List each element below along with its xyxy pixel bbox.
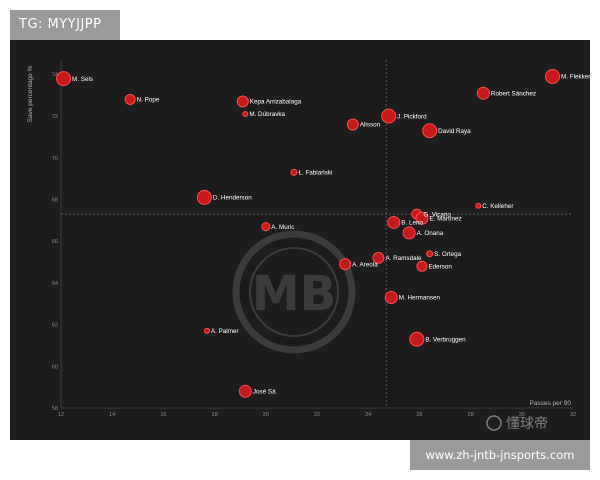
scatter-point	[422, 123, 438, 139]
point-label: Robert Sánchez	[491, 90, 536, 97]
point-label: Alisson	[360, 122, 381, 129]
y-tick-label: 72	[52, 114, 58, 120]
point-label: M. Hermansen	[399, 295, 441, 302]
x-tick-label: 18	[212, 412, 218, 418]
scatter-point	[238, 384, 252, 398]
reference-lines	[61, 60, 573, 408]
point-label: David Raya	[438, 128, 471, 135]
scatter-point	[261, 222, 271, 232]
tag-label: TG: MYYJJPP	[10, 10, 120, 40]
scatter-point	[475, 202, 482, 209]
x-tick-label: 32	[570, 412, 576, 418]
point-label: M. Dúbravka	[249, 111, 285, 118]
x-tick-label: 28	[468, 412, 474, 418]
x-tick-label: 12	[58, 412, 64, 418]
scatter-chart: MB 12 14 16 18 20 22 24 26 28 30 32 58 60 62 64 66 68 70 7…	[27, 60, 590, 432]
x-tick-label: 30	[519, 412, 525, 418]
point-label: A. Areola	[352, 261, 378, 268]
scatter-point	[372, 251, 385, 264]
scatter-point	[339, 258, 352, 271]
scatter-point	[416, 260, 428, 272]
point-label: José Sá	[253, 389, 276, 396]
scatter-point	[242, 111, 249, 118]
point-label: E. Martínez	[429, 215, 461, 222]
chart-panel: MB 12 14 16 18 20 22 24 26 28 30 32 58 60 62 64 66 68 70 7…	[10, 40, 590, 440]
y-tick-label: 58	[52, 406, 58, 412]
x-tick-label: 26	[416, 412, 422, 418]
point-label: B. Leno	[401, 220, 423, 227]
x-tick-label: 14	[109, 412, 115, 418]
scatter-point	[384, 291, 398, 305]
brand-watermark: 懂球帝	[486, 415, 548, 432]
url-label: www.zh-jntb-jnsports.com	[410, 440, 590, 470]
y-axis-title: Save percentage %	[27, 65, 34, 122]
x-tick-label: 16	[160, 412, 166, 418]
point-label: D. Henderson	[213, 195, 252, 202]
scatter-point	[346, 118, 359, 131]
y-tick-label: 74	[52, 72, 58, 78]
scatter-point	[56, 71, 72, 87]
point-label: A. Ramsdale	[385, 255, 422, 262]
scatter-point	[402, 226, 416, 240]
point-label: B. Verbruggen	[425, 336, 466, 343]
point-label: G. Vicario	[423, 211, 451, 218]
watermark-logo: MB	[232, 230, 356, 354]
point-label: J. Pickford	[397, 113, 427, 120]
scatter-point	[203, 327, 210, 334]
y-tick-label: 68	[52, 198, 58, 204]
y-tick-label: 66	[52, 239, 58, 245]
point-label: M. Flekken	[561, 74, 590, 81]
point-label: M. Sels	[72, 76, 93, 83]
x-tick-label: 22	[314, 412, 320, 418]
scatter-point	[387, 215, 401, 229]
point-label: Kepa Arrizabalaga	[250, 99, 302, 106]
point-label: N. Pope	[137, 97, 160, 104]
brand-watermark-text: 懂球帝	[506, 416, 548, 432]
scatter-point	[545, 69, 561, 85]
scatter-point	[415, 211, 429, 225]
point-label: S. Ortega	[434, 251, 461, 258]
watermark-monogram: MB	[252, 266, 336, 322]
y-tick-label: 64	[52, 281, 58, 287]
scatter-point	[426, 250, 434, 258]
scatter-point	[409, 331, 425, 347]
point-label: C. Kelleher	[482, 203, 513, 210]
x-tick-label: 20	[263, 412, 269, 418]
point-label: Ł. Fabiański	[298, 170, 332, 177]
point-labels-layer: M. Sels N. Pope Kepa Arrizabalaga M. Dúbrav…	[72, 74, 590, 396]
x-tick-label: 24	[365, 412, 371, 418]
scatter-point	[290, 168, 298, 176]
axes-layer: 12 14 16 18 20 22 24 26 28 30 32 58 60 62 64 66 68 70 72 74…	[27, 60, 576, 418]
scatter-point	[124, 93, 136, 105]
y-tick-label: 60	[52, 364, 58, 370]
scatter-point	[196, 189, 212, 205]
y-tick-label: 62	[52, 323, 58, 329]
points-layer	[56, 69, 561, 398]
x-axis-title: Passes per 90	[529, 400, 571, 407]
point-label: Ederson	[428, 263, 452, 270]
scatter-point	[236, 95, 249, 108]
scatter-point	[381, 108, 397, 124]
y-tick-label: 70	[52, 156, 58, 162]
point-label: A. Palmer	[211, 328, 239, 335]
point-label: A. Muric	[271, 224, 294, 231]
scatter-point	[476, 86, 490, 100]
point-label: A. Onana	[417, 230, 444, 237]
